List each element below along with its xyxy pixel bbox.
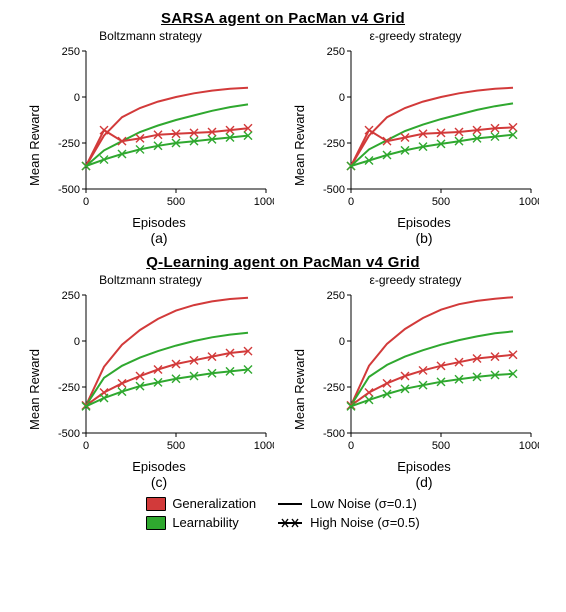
svg-text:250: 250 — [327, 290, 345, 302]
subcap-b: (b) — [415, 230, 432, 246]
xlabel-d: Episodes — [397, 459, 450, 474]
legend-col-color: Generalization Learnability — [146, 496, 256, 530]
sample-low-noise — [276, 497, 304, 511]
svg-text:1000: 1000 — [519, 196, 539, 208]
svg-text:-500: -500 — [58, 184, 80, 196]
panel-c-wrap: Mean Reward -500 -250 0 250 0 500 1000 Episode… — [27, 289, 274, 490]
panel-c: Boltzmann strategy Mean Reward -500 -250 0… — [27, 273, 274, 490]
svg-text:1000: 1000 — [254, 440, 274, 452]
legend-learnability: Learnability — [146, 515, 256, 530]
legend-generalization-label: Generalization — [172, 496, 256, 511]
ylabel-b: Mean Reward — [292, 105, 307, 186]
legend-low-noise: Low Noise (σ=0.1) — [276, 496, 420, 511]
xlabel-a: Episodes — [132, 215, 185, 230]
svg-text:-250: -250 — [58, 138, 80, 150]
svg-text:500: 500 — [432, 196, 450, 208]
svg-text:0: 0 — [74, 92, 80, 104]
plot-a: -500 -250 0 250 0 500 1000 — [44, 45, 274, 215]
plot-c: -500 -250 0 250 0 500 1000 — [44, 289, 274, 459]
section-title-qlearning: Q-Learning agent on PacMan v4 Grid — [146, 254, 420, 271]
row-bottom: Boltzmann strategy Mean Reward -500 -250 0… — [27, 273, 539, 490]
svg-text:-500: -500 — [323, 428, 345, 440]
panel-c-title: Boltzmann strategy — [99, 273, 202, 287]
panel-b-title: ε-greedy strategy — [369, 29, 461, 43]
svg-text:250: 250 — [62, 46, 80, 58]
svg-text:1000: 1000 — [254, 196, 274, 208]
panel-a: Boltzmann strategy Mean Reward -500 -250 0… — [27, 29, 274, 246]
svg-text:-250: -250 — [323, 382, 345, 394]
panel-d: ε-greedy strategy Mean Reward -500 -250 0 2… — [292, 273, 539, 490]
svg-text:-500: -500 — [58, 428, 80, 440]
subcap-c: (c) — [151, 474, 167, 490]
plot-col-c: -500 -250 0 250 0 500 1000 Episodes (c) — [44, 289, 274, 490]
legend-low-noise-label: Low Noise (σ=0.1) — [310, 496, 417, 511]
svg-text:500: 500 — [167, 196, 185, 208]
svg-text:250: 250 — [62, 290, 80, 302]
panel-d-title: ε-greedy strategy — [369, 273, 461, 287]
legend: Generalization Learnability Low Noise (σ… — [146, 496, 419, 530]
panel-d-wrap: Mean Reward -500 -250 0 250 0 500 1000 Episode… — [292, 289, 539, 490]
sample-high-noise — [276, 516, 304, 530]
panel-b: ε-greedy strategy Mean Reward -500 -250 0 2… — [292, 29, 539, 246]
ylabel-a: Mean Reward — [27, 105, 42, 186]
legend-high-noise-label: High Noise (σ=0.5) — [310, 515, 420, 530]
panel-a-title: Boltzmann strategy — [99, 29, 202, 43]
plot-d: -500 -250 0 250 0 500 1000 — [309, 289, 539, 459]
plot-col-b: -500 -250 0 250 0 500 1000 Episodes (b) — [309, 45, 539, 246]
legend-learnability-label: Learnability — [172, 515, 239, 530]
svg-text:0: 0 — [339, 92, 345, 104]
svg-text:-250: -250 — [323, 138, 345, 150]
section-title-sarsa: SARSA agent on PacMan v4 Grid — [161, 10, 405, 27]
svg-text:0: 0 — [83, 440, 89, 452]
legend-col-style: Low Noise (σ=0.1) High Noise (σ=0.5) — [276, 496, 420, 530]
figure-root: SARSA agent on PacMan v4 Grid Boltzmann … — [0, 0, 566, 612]
xlabel-c: Episodes — [132, 459, 185, 474]
plot-b: -500 -250 0 250 0 500 1000 — [309, 45, 539, 215]
svg-text:-250: -250 — [58, 382, 80, 394]
svg-text:250: 250 — [327, 46, 345, 58]
svg-text:500: 500 — [432, 440, 450, 452]
svg-text:0: 0 — [339, 336, 345, 348]
plot-col-a: -500 -250 0 250 0 500 1000 Episodes (a) — [44, 45, 274, 246]
svg-text:0: 0 — [348, 196, 354, 208]
svg-text:1000: 1000 — [519, 440, 539, 452]
svg-text:0: 0 — [74, 336, 80, 348]
legend-generalization: Generalization — [146, 496, 256, 511]
swatch-generalization — [146, 497, 166, 511]
ylabel-d: Mean Reward — [292, 349, 307, 430]
svg-text:0: 0 — [348, 440, 354, 452]
panel-b-wrap: Mean Reward -500 -250 0 250 0 500 1000 Episode… — [292, 45, 539, 246]
xlabel-b: Episodes — [397, 215, 450, 230]
svg-text:500: 500 — [167, 440, 185, 452]
panel-a-wrap: Mean Reward -500 -250 0 250 0 500 1000 Episode… — [27, 45, 274, 246]
ylabel-c: Mean Reward — [27, 349, 42, 430]
row-top: Boltzmann strategy Mean Reward -500 -250 0… — [27, 29, 539, 246]
subcap-d: (d) — [415, 474, 432, 490]
plot-col-d: -500 -250 0 250 0 500 1000 Episodes (d) — [309, 289, 539, 490]
svg-text:-500: -500 — [323, 184, 345, 196]
legend-high-noise: High Noise (σ=0.5) — [276, 515, 420, 530]
svg-text:0: 0 — [83, 196, 89, 208]
subcap-a: (a) — [150, 230, 167, 246]
swatch-learnability — [146, 516, 166, 530]
